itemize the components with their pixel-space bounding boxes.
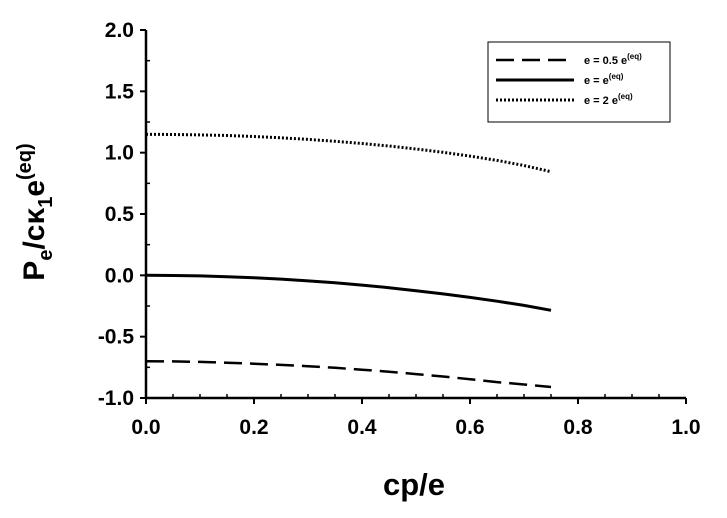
legend-label: e = e(eq) bbox=[584, 72, 624, 87]
series-line-dotted bbox=[145, 132, 552, 174]
x-axis-title: cp/e bbox=[383, 467, 445, 502]
y-tick-label: 2.0 bbox=[105, 19, 134, 42]
series-line-solid bbox=[145, 273, 552, 312]
legend-box bbox=[487, 41, 671, 123]
y-tick-label: -0.5 bbox=[98, 326, 135, 349]
x-tick-label: 0.0 bbox=[131, 416, 160, 439]
y-tick-label: -1.0 bbox=[98, 387, 134, 410]
x-tick-label: 0.6 bbox=[455, 416, 484, 439]
legend-label: e = 0.5 e(eq) bbox=[584, 52, 642, 67]
y-axis-title-e: e bbox=[18, 180, 51, 197]
y-tick-label: 0.5 bbox=[105, 203, 135, 226]
x-tick-label: 0.8 bbox=[563, 416, 593, 439]
legend-entries: e = 0.5 e(eq) e = e(eq) e = 2 e(eq) bbox=[496, 52, 642, 107]
y-axis-title-sub2: 1 bbox=[35, 197, 57, 208]
y-axis-title-sup: (eq) bbox=[14, 143, 36, 180]
series-lines bbox=[145, 132, 552, 389]
x-tick-label: 0.2 bbox=[239, 416, 268, 439]
axis-ticks bbox=[140, 29, 687, 404]
y-tick-label: 1.5 bbox=[105, 80, 135, 103]
x-tick-label: 1.0 bbox=[671, 416, 700, 439]
y-axis-title-kappa: κ bbox=[18, 208, 51, 225]
y-axis-title-main: P bbox=[18, 261, 51, 281]
y-tick-label: 1.0 bbox=[105, 142, 134, 165]
y-axis-title-mid: /c bbox=[18, 225, 51, 250]
y-axis-title: Pe/cκ1e(eq) bbox=[14, 143, 57, 280]
series-line-dashed bbox=[145, 359, 552, 389]
y-axis-title-sub1: e bbox=[35, 250, 57, 261]
legend-label: e = 2 e(eq) bbox=[584, 92, 633, 107]
legend: e = 0.5 e(eq) e = e(eq) e = 2 e(eq) bbox=[487, 41, 671, 123]
x-tick-label: 0.4 bbox=[347, 416, 377, 439]
tick-labels: -1.0 -0.5 0.0 0.5 1.0 1.5 2.0 0.0 0.2 0.4 0.6 0.8 1.… bbox=[98, 19, 701, 439]
y-tick-label: 0.0 bbox=[105, 264, 134, 287]
